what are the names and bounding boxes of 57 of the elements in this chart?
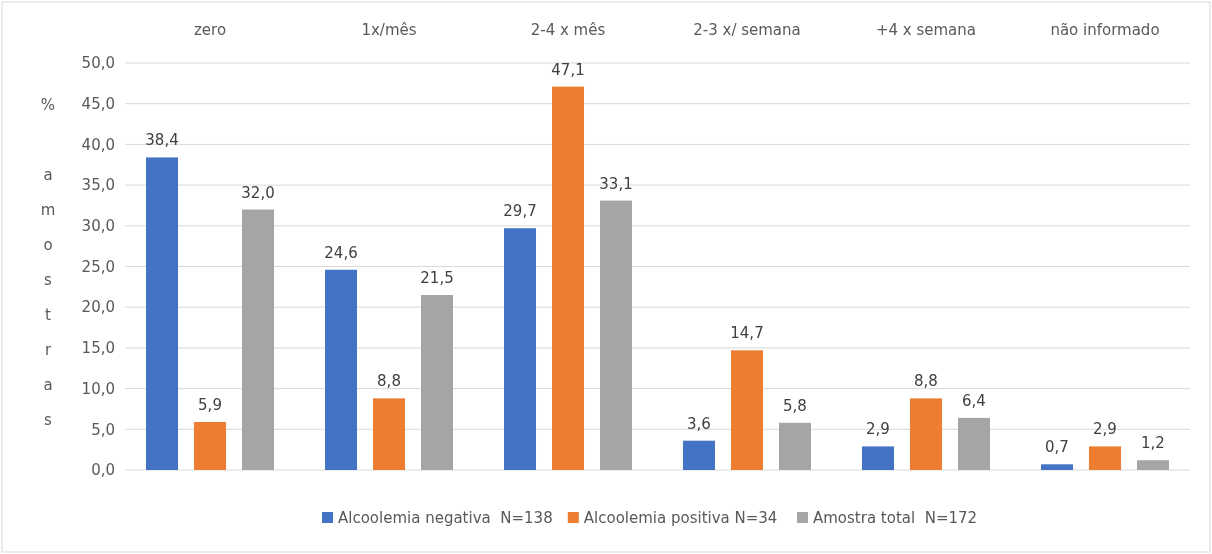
bar	[146, 157, 179, 470]
bar	[242, 209, 275, 470]
bar	[325, 269, 358, 470]
y-tick-label: 0,0	[91, 461, 115, 480]
y-tick-label: 35,0	[81, 176, 115, 195]
bar	[600, 200, 632, 470]
data-label: 32,0	[241, 183, 275, 202]
bar	[1088, 446, 1121, 470]
bar	[957, 417, 990, 470]
data-label: 5,8	[783, 396, 807, 415]
data-label: 3,6	[687, 414, 711, 433]
data-label: 21,5	[420, 268, 454, 287]
bar	[861, 446, 894, 470]
legend-label: Amostra total N=172	[813, 509, 978, 528]
y-tick-label: 15,0	[81, 339, 115, 358]
bar	[194, 421, 227, 470]
x-tick-label: 1x/mês	[361, 21, 417, 40]
data-label: 8,8	[914, 372, 938, 391]
bar	[909, 398, 942, 470]
data-label: 2,9	[1093, 420, 1117, 439]
y-tick-label: 5,0	[91, 420, 115, 439]
data-label: 2,9	[866, 420, 890, 439]
bar	[504, 228, 536, 470]
legend-label: Alcoolemia positiva N=34	[583, 509, 778, 528]
data-label: 14,7	[730, 324, 764, 343]
y-tick-label: 50,0	[81, 54, 115, 73]
y-tick-label: 30,0	[81, 217, 115, 236]
bar	[1136, 460, 1169, 470]
bar	[373, 398, 406, 470]
y-tick-label: 10,0	[81, 379, 115, 398]
bar	[731, 350, 763, 470]
x-tick-label: não informado	[1050, 21, 1160, 40]
data-label: 1,2	[1141, 434, 1165, 453]
y-tick-label: 40,0	[81, 135, 115, 154]
data-label: 47,1	[551, 60, 585, 79]
y-tick-label: 45,0	[81, 94, 115, 113]
data-label: 5,9	[198, 395, 222, 414]
data-label: 6,4	[962, 391, 986, 410]
bar	[779, 422, 811, 470]
data-label: 24,6	[324, 243, 358, 262]
x-tick-label: 2-3 x/ semana	[693, 21, 801, 40]
y-tick-label: 25,0	[81, 257, 115, 276]
bar	[421, 294, 454, 470]
data-label: 8,8	[377, 372, 401, 391]
bar	[683, 440, 715, 470]
data-label: 29,7	[503, 202, 537, 221]
x-tick-label: zero	[193, 21, 227, 40]
y-tick-label: 20,0	[81, 298, 115, 317]
bar	[1040, 464, 1073, 470]
data-label: 33,1	[599, 174, 633, 193]
data-label: 0,7	[1045, 438, 1069, 457]
x-tick-label: +4 x semana	[875, 21, 977, 40]
bar	[552, 86, 584, 470]
y-axis-title: % amostras	[39, 96, 57, 446]
x-tick-label: 2-4 x mês	[530, 21, 606, 40]
legend-label: Alcoolemia negativa N=138	[338, 509, 553, 528]
data-label: 38,4	[145, 131, 179, 150]
